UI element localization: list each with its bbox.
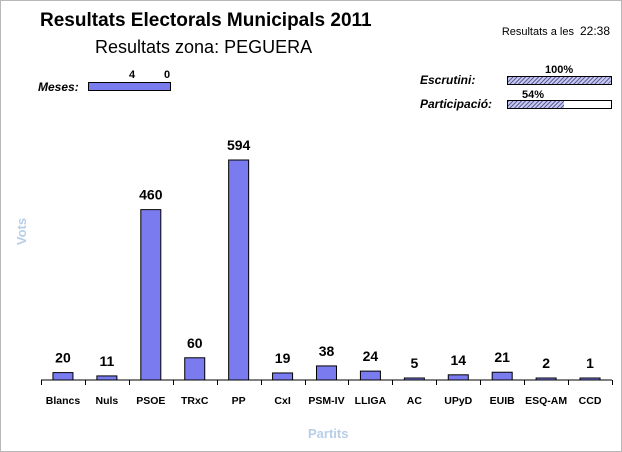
category-label: ESQ-AM bbox=[525, 395, 567, 407]
update-time-label: Resultats a les bbox=[501, 26, 574, 38]
bar-ccd bbox=[579, 377, 601, 381]
bar-value-label: 20 bbox=[55, 350, 71, 366]
bar-ac bbox=[403, 377, 425, 381]
bar-value-label: 2 bbox=[542, 355, 550, 371]
escrutini-bar bbox=[507, 76, 612, 85]
escrutini-bar-fill bbox=[508, 77, 611, 84]
bar-value-label: 594 bbox=[227, 137, 251, 153]
category-label: CCD bbox=[579, 395, 602, 407]
category-label: EUIB bbox=[490, 395, 516, 407]
participacio-bar-fill bbox=[508, 101, 564, 108]
x-axis-title: Partits bbox=[308, 426, 349, 441]
meses-label: Meses: bbox=[38, 80, 79, 94]
update-time: Resultats a les 22:38 bbox=[502, 24, 610, 38]
bar-value-label: 14 bbox=[450, 352, 466, 368]
bar-blancs bbox=[52, 372, 74, 381]
bar-nuls bbox=[96, 375, 118, 381]
category-label: PSM-IV bbox=[308, 395, 344, 407]
bar-upyd bbox=[447, 374, 469, 381]
meses-count-right: 0 bbox=[164, 69, 171, 81]
participacio-value: 54% bbox=[522, 89, 545, 101]
bar-psoe bbox=[140, 209, 162, 381]
bar-value-label: 38 bbox=[319, 343, 335, 359]
meses-count-left: 4 bbox=[129, 69, 136, 81]
bar-value-label: 460 bbox=[139, 187, 163, 203]
category-label: LLIGA bbox=[355, 395, 387, 407]
bar-value-label: 19 bbox=[275, 350, 291, 366]
category-label: PSOE bbox=[136, 395, 165, 407]
bar-value-label: 24 bbox=[363, 348, 379, 364]
category-label: Blancs bbox=[46, 395, 81, 407]
category-label: TRxC bbox=[181, 395, 209, 407]
category-label: AC bbox=[407, 395, 423, 407]
bar-value-label: 60 bbox=[187, 335, 203, 351]
bar-value-label: 5 bbox=[410, 355, 418, 371]
bar-psm-iv bbox=[316, 365, 337, 381]
bar-cxi bbox=[272, 372, 294, 381]
page-title: Resultats Electorals Municipals 2011 bbox=[40, 10, 372, 31]
category-label: PP bbox=[232, 395, 246, 407]
update-time-value: 22:38 bbox=[579, 24, 610, 38]
bar-pp bbox=[228, 159, 250, 381]
zone-subtitle: Resultats zona: PEGUERA bbox=[95, 37, 313, 57]
meses-bar-fill bbox=[89, 83, 170, 90]
bar-esq-am bbox=[535, 377, 557, 381]
category-label: UPyD bbox=[444, 395, 472, 407]
escrutini-label: Escrutini: bbox=[420, 73, 476, 87]
meses-bar bbox=[88, 82, 171, 91]
bar-lliga bbox=[359, 370, 381, 381]
bar-value-label: 11 bbox=[99, 353, 114, 369]
bar-value-label: 21 bbox=[494, 349, 510, 365]
participacio-bar bbox=[507, 100, 612, 109]
escrutini-value: 100% bbox=[545, 64, 574, 76]
bar-euib bbox=[491, 371, 513, 381]
bar-trxc bbox=[184, 357, 206, 381]
category-label: Nuls bbox=[96, 395, 119, 407]
category-label: CxI bbox=[274, 395, 290, 407]
participacio-label: Participació: bbox=[420, 97, 493, 111]
bar-value-label: 1 bbox=[586, 355, 594, 371]
